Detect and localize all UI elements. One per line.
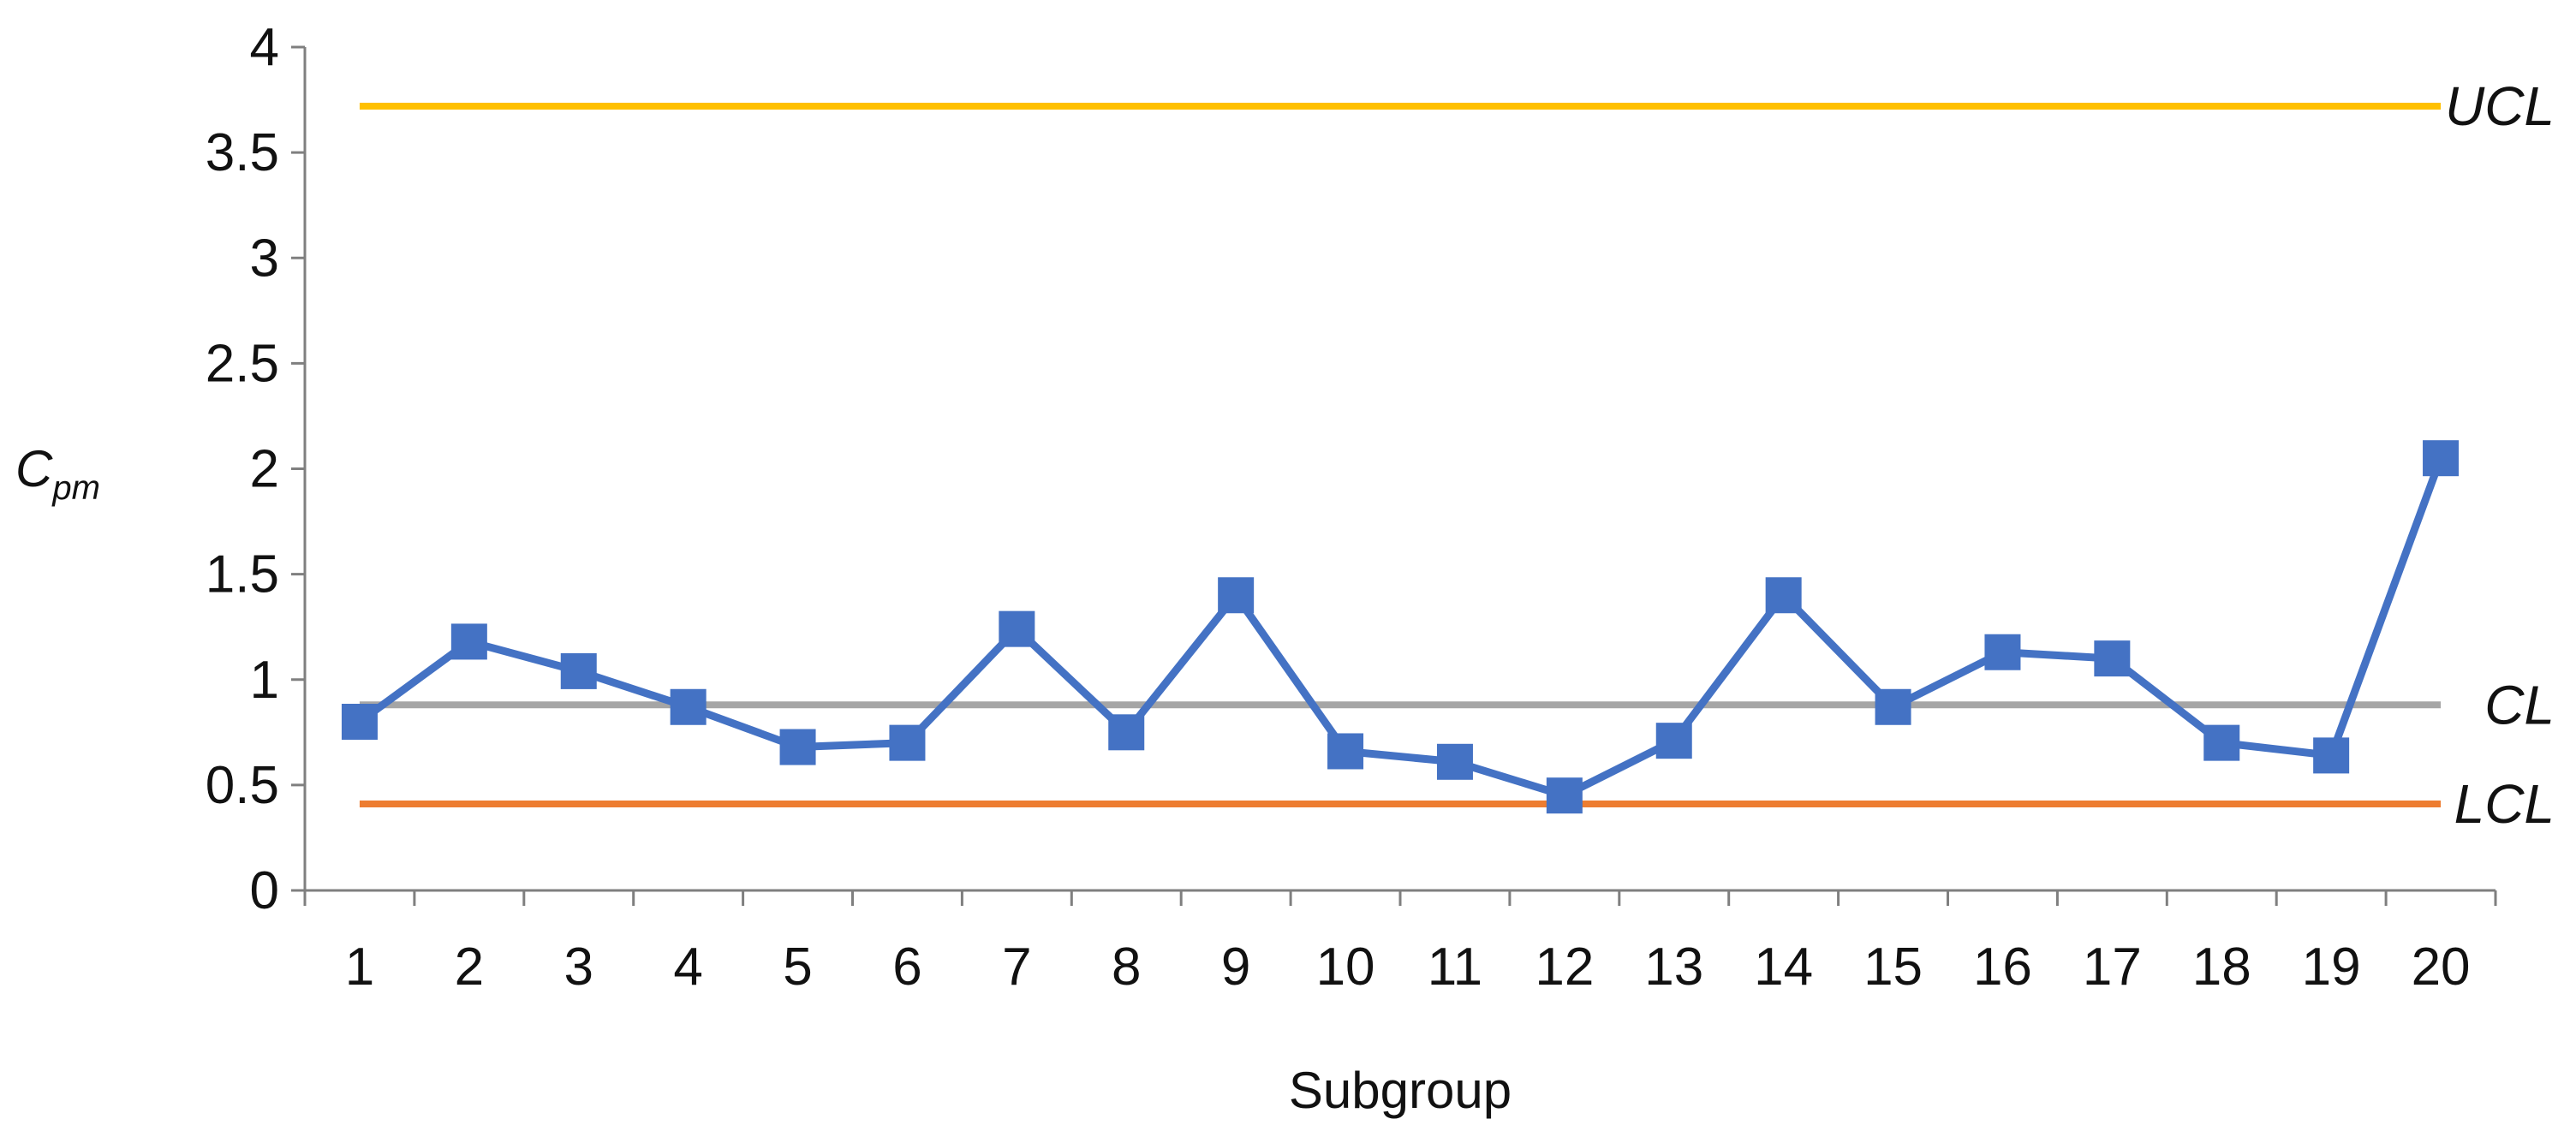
data-point-marker (1655, 723, 1692, 759)
data-point-marker (2094, 640, 2131, 677)
x-tick-label: 1 (345, 938, 374, 997)
ucl-label: UCL (2445, 75, 2555, 137)
data-point-marker (1984, 634, 2021, 670)
data-point-marker (341, 704, 378, 740)
y-tick-label: 4 (250, 18, 279, 77)
data-point-marker (670, 688, 707, 725)
x-tick-label: 9 (1221, 938, 1250, 997)
data-point-marker (1765, 577, 1802, 614)
x-tick-label: 3 (564, 938, 593, 997)
data-point-marker (1875, 688, 1911, 725)
y-tick-label: 1.5 (206, 545, 279, 604)
x-axis: 1 2 3 4 5 6 7 8 9 10 11 12 13 14 15 16 17 18 19 20 (303, 889, 2497, 997)
y-tick-label: 0 (250, 861, 279, 920)
data-point-marker (999, 610, 1035, 647)
x-tick-label: 6 (892, 938, 921, 997)
x-tick-label: 17 (2083, 938, 2142, 997)
data-point-marker (1218, 577, 1255, 614)
x-tick-label: 8 (1112, 938, 1141, 997)
data-point-marker (450, 623, 487, 660)
data-point-marker (889, 724, 926, 761)
y-tick-label: 3 (250, 229, 279, 288)
x-tick-label: 13 (1644, 938, 1703, 997)
data-point-marker (2423, 440, 2460, 477)
x-tick-label: 12 (1535, 938, 1594, 997)
y-tick-label: 1 (250, 651, 279, 710)
x-axis-title: Subgroup (1289, 1062, 1512, 1119)
series-line (357, 456, 2445, 800)
x-tick-label: 14 (1754, 938, 1813, 997)
y-axis-title: Cpm (15, 440, 100, 507)
y-tick-label: 0.5 (206, 756, 279, 815)
y-tick-label: 3.5 (206, 123, 279, 182)
data-series (341, 440, 2460, 814)
cl-label: CL (2484, 674, 2555, 735)
y-axis: 0 0.5 1 1.5 2 2.5 3 3.5 4 (206, 18, 307, 920)
y-axis-title-subscript: pm (51, 469, 100, 507)
x-tick-label: 20 (2412, 938, 2471, 997)
x-tick-label: 15 (1863, 938, 1923, 997)
x-tick-label: 2 (455, 938, 484, 997)
lcl-label: LCL (2454, 773, 2555, 835)
data-point-marker (1436, 743, 1473, 780)
data-point-marker (2203, 724, 2240, 761)
data-point-marker (779, 729, 816, 765)
x-tick-label: 5 (783, 938, 812, 997)
x-tick-label: 16 (1973, 938, 2032, 997)
x-tick-label: 4 (673, 938, 702, 997)
x-tick-label: 10 (1316, 938, 1375, 997)
data-point-marker (1108, 714, 1145, 751)
x-tick-label: 18 (2192, 938, 2251, 997)
x-tick-label: 7 (1002, 938, 1031, 997)
x-tick-label: 19 (2302, 938, 2361, 997)
data-point-marker (1327, 733, 1364, 770)
y-tick-label: 2.5 (206, 334, 279, 393)
reference-lines: UCL CL LCL (359, 75, 2555, 835)
x-tick-label: 11 (1428, 938, 1482, 997)
y-axis-title-main: C (15, 440, 53, 497)
data-point-marker (560, 652, 597, 689)
data-point-marker (1546, 777, 1583, 814)
data-point-marker (2313, 737, 2350, 774)
y-tick-label: 2 (250, 440, 279, 499)
